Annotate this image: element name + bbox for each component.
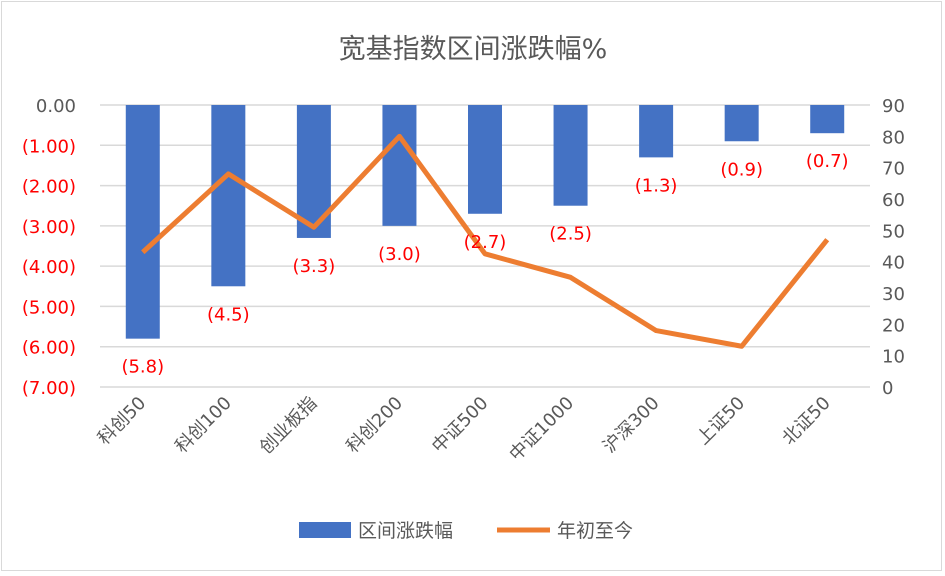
category-label: 上证50 [693,393,750,450]
bar [725,105,759,141]
right-axis-tick: 50 [882,221,905,242]
bar [468,105,502,214]
left-axis-tick: (1.00) [22,136,76,157]
left-axis-tick: (4.00) [22,257,76,278]
right-axis-tick: 90 [882,96,905,117]
legend-bar-swatch [299,522,351,538]
category-label: 中证500 [428,393,493,458]
bar-data-label: (2.7) [464,232,507,253]
right-axis-tick: 10 [882,347,905,368]
bar-data-label: (2.5) [549,224,592,245]
bar-data-label: (4.5) [207,304,250,325]
bar [382,105,416,226]
category-label: 科创100 [171,393,236,458]
bar [554,105,588,206]
left-axis-tick: (5.00) [22,297,76,318]
right-axis-tick: 30 [882,284,905,305]
bar-data-label: (5.8) [121,357,164,378]
legend-bar-label: 区间涨跌幅 [358,520,453,542]
category-label: 创业板指 [256,393,322,459]
category-label: 中证1000 [505,393,578,466]
bar-data-label: (3.3) [293,256,336,277]
bar [126,105,160,339]
left-axis-tick: (6.00) [22,338,76,359]
right-axis-tick: 70 [882,159,905,180]
right-axis-tick: 40 [882,253,905,274]
category-label: 沪深300 [599,393,664,458]
left-axis-tick: (2.00) [22,177,76,198]
left-axis-tick: 0.00 [36,96,76,117]
bar-data-label: (0.7) [806,151,849,172]
right-axis-tick: 20 [882,315,905,336]
right-axis-tick: 0 [882,378,893,399]
legend: 区间涨跌幅 年初至今 [299,520,633,542]
category-label: 科创200 [342,393,407,458]
bar-data-label: (3.0) [378,244,421,265]
bar [810,105,844,133]
left-axis-tick: (3.00) [22,217,76,238]
bar-data-label: (0.9) [720,159,763,180]
right-axis-tick: 60 [882,190,905,211]
left-axis-tick: (7.00) [22,378,76,399]
legend-line-label: 年初至今 [557,520,633,542]
bar [639,105,673,157]
category-label: 北证50 [778,393,835,450]
category-label: 科创50 [94,393,151,450]
right-axis-tick: 80 [882,127,905,148]
bar-data-label: (1.3) [635,175,678,196]
bar [211,105,245,286]
chart-title: 宽基指数区间涨跌幅% [339,34,608,65]
